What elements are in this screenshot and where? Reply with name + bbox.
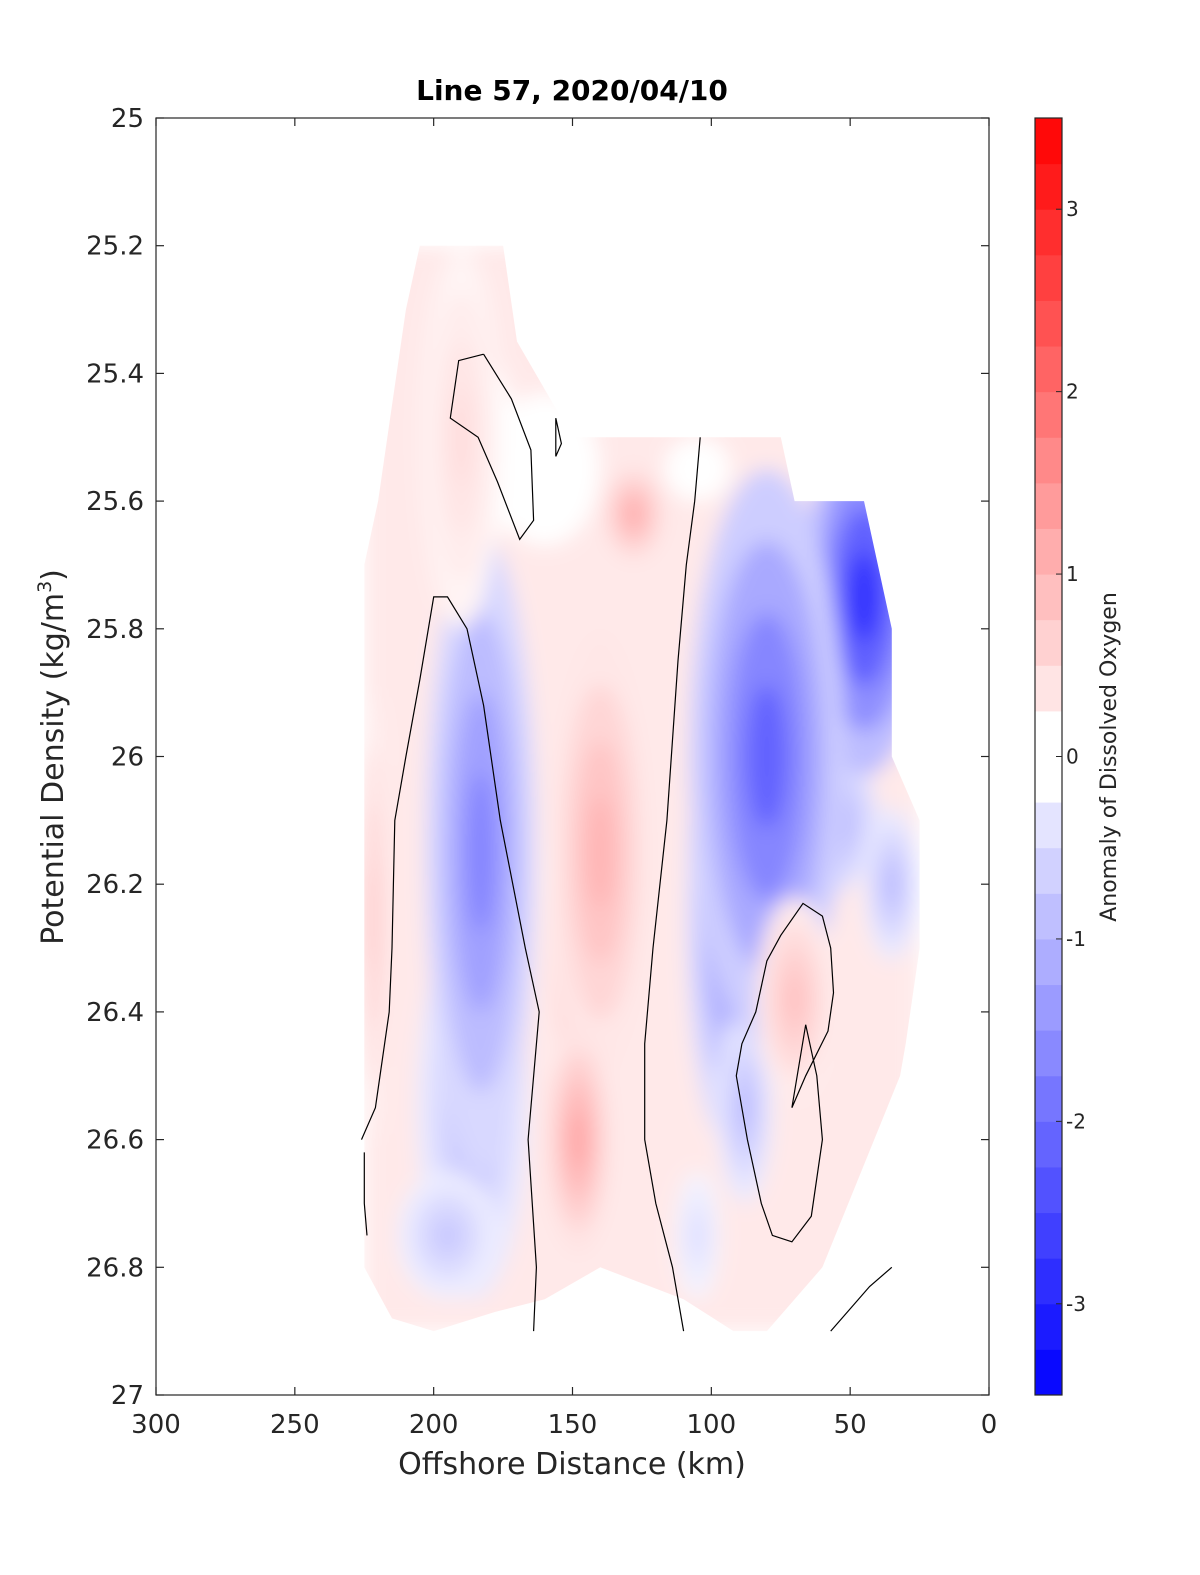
- y-tick-label: 25.6: [86, 487, 144, 517]
- colorbar-level: [1035, 574, 1062, 621]
- x-tick-label: 250: [270, 1410, 320, 1440]
- y-tick-label: 25.8: [86, 615, 144, 645]
- colorbar-level: [1035, 802, 1062, 849]
- colorbar-level: [1035, 391, 1062, 438]
- colorbar-level: [1035, 163, 1062, 210]
- anomaly-region: [435, 1219, 461, 1252]
- zero-contour-line: [644, 437, 701, 1332]
- y-tick-label: 25.4: [86, 359, 144, 389]
- anomaly-region: [691, 1219, 704, 1252]
- anomaly-region: [625, 501, 642, 527]
- colorbar-level: [1035, 300, 1062, 347]
- zero-contour-line: [449, 353, 535, 541]
- colorbar-level: [1035, 1212, 1062, 1259]
- zero-contour-line: [360, 596, 540, 1332]
- colorbar-level: [1035, 893, 1062, 940]
- colorbar-level: [1035, 665, 1062, 712]
- y-tick-label: 26.4: [86, 998, 144, 1028]
- anomaly-region: [884, 865, 899, 904]
- colorbar-label: Anomaly of Dissolved Oxygen: [1097, 592, 1122, 922]
- x-tick-label: 300: [131, 1410, 181, 1440]
- zero-contour-line: [830, 1266, 893, 1332]
- zero-contour-line: [735, 902, 835, 1243]
- colorbar-level: [1035, 528, 1062, 575]
- colorbar-level: [1035, 938, 1062, 986]
- x-tick-label: 100: [687, 1410, 737, 1440]
- colorbar-level: [1035, 619, 1062, 666]
- y-tick-label: 26.2: [86, 870, 144, 900]
- y-axis-label-close: ): [36, 569, 71, 581]
- y-tick-label: 27: [111, 1381, 144, 1411]
- colorbar-level: [1035, 1258, 1062, 1305]
- colorbar-level: [1035, 847, 1062, 894]
- colorbar-level: [1035, 1303, 1062, 1350]
- colorbar-tick-label: 3: [1066, 197, 1079, 221]
- y-axis-label-main: Potential Density (kg/m: [36, 593, 71, 945]
- y-tick-label: 25: [111, 104, 144, 134]
- y-tick-label: 26.8: [86, 1253, 144, 1283]
- colorbar-level: [1035, 1121, 1062, 1168]
- colorbar-level: [1035, 1030, 1062, 1077]
- chart-title: Line 57, 2020/04/10: [416, 74, 728, 107]
- colorbar-level: [1035, 346, 1062, 393]
- anomaly-region: [530, 450, 559, 489]
- colorbar-tick-label: -2: [1066, 1109, 1086, 1133]
- colorbar-level: [1035, 756, 1062, 803]
- x-axis: 300 250 200 150 100 50 0: [131, 118, 997, 1440]
- anomaly-region: [737, 1083, 752, 1132]
- colorbar-frame: [1034, 117, 1063, 1396]
- zero-contour-line: [363, 1152, 368, 1236]
- anomaly-region: [569, 1110, 587, 1169]
- colorbar-level: [1035, 254, 1062, 301]
- anomaly-region: [451, 389, 472, 486]
- x-axis-label: Offshore Distance (km): [398, 1447, 746, 1482]
- y-axis-label: Potential Density (kg/m3): [34, 569, 71, 945]
- colorbar-level: [1035, 1166, 1062, 1214]
- y-tick-label: 26.6: [86, 1126, 144, 1156]
- anomaly-region: [848, 552, 880, 642]
- x-tick-label: 0: [981, 1410, 998, 1440]
- y-tick-label: 25.2: [86, 232, 144, 262]
- colorbar-tick-label: -3: [1066, 1292, 1086, 1316]
- colorbar-level: [1035, 1349, 1062, 1396]
- colorbar-level: [1035, 118, 1062, 165]
- colorbar-level: [1035, 710, 1062, 757]
- colorbar-tick-label: 2: [1066, 380, 1079, 404]
- x-tick-label: 200: [409, 1410, 459, 1440]
- y-axis-label-group: Potential Density (kg/m3): [34, 569, 71, 945]
- zero-contour-lines: [360, 353, 893, 1332]
- x-tick-label: 50: [834, 1410, 867, 1440]
- colorbar-tick-label: 0: [1066, 745, 1079, 769]
- anomaly-region: [784, 973, 805, 1025]
- y-axis: 25 25.2 25.4 25.6 25.8 26 26.2 26.4 26.6 26.8 27: [86, 104, 989, 1411]
- anomaly-region: [466, 772, 495, 933]
- colorbar-label-group: Anomaly of Dissolved Oxygen: [1097, 592, 1122, 922]
- zero-contour-line: [555, 417, 563, 457]
- colorbar-level: [1035, 482, 1062, 529]
- colorbar-level: [1035, 1075, 1062, 1122]
- colorbar-level: [1035, 437, 1062, 484]
- anomaly-region: [747, 684, 787, 829]
- x-tick-label: 150: [548, 1410, 598, 1440]
- colorbar-tick-label: 1: [1066, 562, 1079, 586]
- y-tick-label: 26: [111, 743, 144, 773]
- colorbar-level: [1035, 984, 1062, 1031]
- y-axis-label-superscript: 3: [34, 581, 56, 593]
- colorbar-level: [1035, 209, 1062, 256]
- colorbar: -3 -2 -1 0 1 2 3: [1035, 118, 1086, 1396]
- anomaly-region: [368, 860, 377, 972]
- colorbar-tick-label: -1: [1066, 927, 1086, 951]
- anomaly-region: [587, 796, 613, 909]
